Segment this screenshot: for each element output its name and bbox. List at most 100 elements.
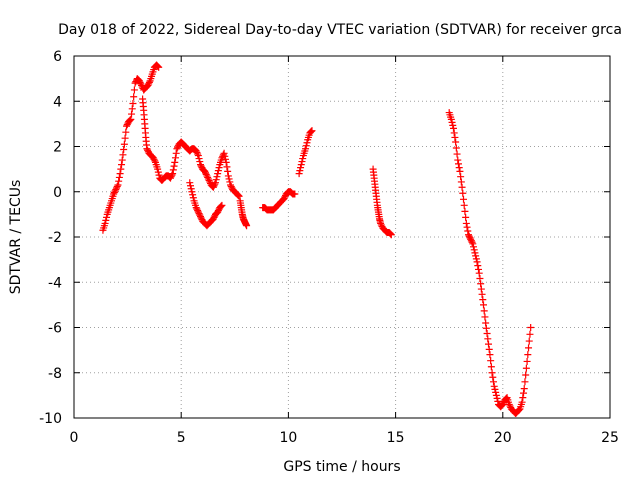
data-segment	[295, 127, 316, 178]
data-point	[490, 382, 498, 390]
data-point	[470, 246, 478, 254]
data-point	[196, 213, 204, 221]
data-segment	[445, 109, 535, 417]
data-point	[193, 205, 201, 213]
data-point	[462, 213, 470, 221]
data-point	[466, 234, 474, 242]
data-point	[196, 161, 204, 169]
data-point	[302, 142, 310, 150]
data-point	[476, 274, 484, 282]
gridlines	[74, 56, 610, 418]
data-point	[169, 170, 177, 178]
data-point	[170, 162, 178, 170]
data-point	[515, 406, 523, 414]
data-point	[197, 162, 205, 170]
data-point	[119, 151, 127, 159]
data-point	[192, 147, 200, 155]
data-point	[126, 116, 134, 124]
data-point	[465, 232, 473, 240]
data-point	[222, 155, 230, 163]
data-point	[505, 400, 513, 408]
data-point	[171, 158, 179, 166]
data-point	[452, 144, 460, 152]
data-point	[490, 378, 498, 386]
data-point	[209, 183, 217, 191]
data-point	[155, 63, 163, 71]
data-point	[464, 231, 472, 239]
data-point	[226, 178, 234, 186]
data-point	[196, 158, 204, 166]
data-point	[214, 208, 222, 216]
data-point	[214, 167, 222, 175]
data-point	[195, 155, 203, 163]
data-point	[194, 152, 202, 160]
data-segment	[236, 197, 251, 230]
data-point	[196, 211, 204, 219]
data-point	[459, 195, 467, 203]
data-point	[186, 182, 194, 190]
data-point	[128, 105, 136, 113]
data-point	[460, 201, 468, 209]
data-point	[115, 177, 123, 185]
data-point	[209, 215, 217, 223]
data-point	[151, 157, 159, 165]
data-point	[486, 351, 494, 359]
data-point	[211, 180, 219, 188]
data-point	[462, 219, 470, 227]
data-point	[296, 167, 304, 175]
data-point	[166, 174, 174, 182]
data-point	[227, 181, 235, 189]
data-point	[477, 285, 485, 293]
data-point	[194, 208, 202, 216]
data-point	[174, 143, 182, 151]
data-point	[526, 330, 534, 338]
data-point	[188, 188, 196, 196]
data-point	[169, 166, 177, 174]
data-point	[387, 230, 395, 238]
data-point	[479, 296, 487, 304]
data-point	[448, 118, 456, 126]
data-point	[297, 161, 305, 169]
data-point	[452, 138, 460, 146]
data-point	[121, 134, 129, 142]
data-point	[202, 170, 210, 178]
data-point	[485, 340, 493, 348]
data-point	[145, 78, 153, 86]
data-segment	[259, 188, 299, 214]
data-point	[173, 145, 181, 153]
data-point	[111, 187, 119, 195]
data-point	[213, 173, 221, 181]
data-point	[214, 207, 222, 215]
data-point	[455, 164, 463, 172]
data-point	[464, 227, 472, 235]
data-point	[113, 182, 121, 190]
data-point	[144, 81, 152, 89]
data-point	[201, 167, 209, 175]
data-point	[471, 249, 479, 257]
data-point	[472, 255, 480, 263]
data-point	[482, 324, 490, 332]
data-point	[506, 402, 514, 410]
data-point	[225, 175, 233, 183]
data-point	[481, 313, 489, 321]
data-point	[186, 179, 194, 187]
data-point	[489, 373, 497, 381]
x-tick-label: 10	[279, 430, 297, 446]
data-point	[485, 345, 493, 353]
data-point	[469, 240, 477, 248]
data-point	[449, 121, 457, 129]
data-point	[522, 364, 530, 372]
y-tick-label: 6	[53, 49, 62, 65]
data-point	[386, 229, 394, 237]
data-point	[453, 150, 461, 158]
data-point	[118, 161, 126, 169]
data-point	[195, 210, 203, 218]
data-point	[218, 201, 226, 209]
data-point	[123, 122, 131, 130]
data-point	[457, 173, 465, 181]
y-tick-label: -6	[48, 321, 62, 337]
data-point	[524, 351, 532, 359]
data-point	[149, 154, 157, 162]
y-tick-label: 2	[53, 140, 62, 156]
